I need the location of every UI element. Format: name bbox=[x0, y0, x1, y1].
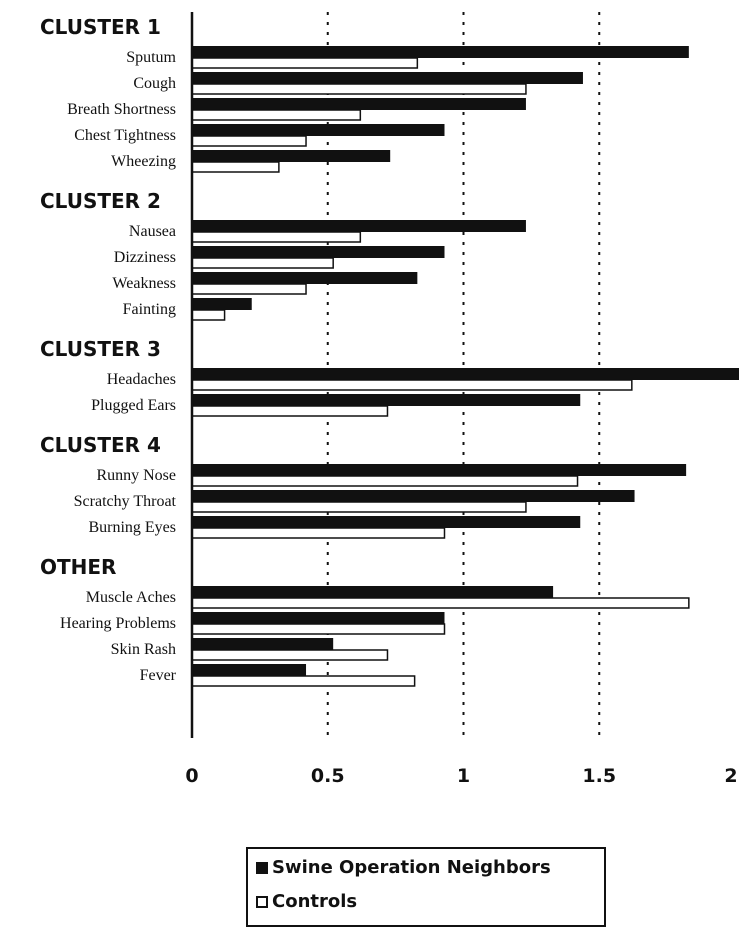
legend-swatch-controls bbox=[256, 895, 268, 908]
bar-swine-neighbors bbox=[192, 638, 334, 650]
cluster-heading: OTHER bbox=[40, 555, 116, 579]
x-tick-label: 1.5 bbox=[582, 765, 616, 787]
bar-swine-neighbors bbox=[192, 246, 445, 258]
cluster-heading: CLUSTER 2 bbox=[40, 189, 161, 213]
legend-label-controls: Controls bbox=[272, 891, 358, 912]
bar-swine-neighbors bbox=[192, 220, 526, 232]
category-label: Nausea bbox=[129, 223, 176, 240]
x-tick-label: 2 bbox=[724, 765, 737, 787]
bar-swine-neighbors bbox=[192, 46, 689, 58]
category-label: Runny Nose bbox=[96, 467, 176, 484]
bar-swine-neighbors bbox=[192, 394, 581, 406]
category-label: Scratchy Throat bbox=[74, 493, 177, 510]
bar-swine-neighbors bbox=[192, 298, 252, 310]
bar-controls bbox=[191, 649, 389, 661]
category-label: Hearing Problems bbox=[60, 615, 176, 632]
category-label: Fainting bbox=[123, 301, 176, 318]
bar-controls bbox=[191, 675, 416, 687]
bar-controls bbox=[191, 405, 389, 417]
bar-swine-neighbors bbox=[192, 272, 418, 284]
category-label: Wheezing bbox=[111, 153, 176, 170]
bar-swine-neighbors bbox=[192, 490, 635, 502]
bar-controls bbox=[191, 623, 446, 635]
bar-swine-neighbors bbox=[192, 98, 526, 110]
bar-swine-neighbors bbox=[192, 516, 581, 528]
cluster-heading: CLUSTER 4 bbox=[40, 433, 161, 457]
x-tick-label: 0.5 bbox=[311, 765, 345, 787]
bar-controls bbox=[191, 283, 307, 295]
bar-swine-neighbors bbox=[192, 368, 739, 380]
category-label: Weakness bbox=[112, 275, 176, 292]
bar-swine-neighbors bbox=[192, 586, 554, 598]
cluster-heading: CLUSTER 3 bbox=[40, 337, 161, 361]
bar-controls bbox=[191, 309, 226, 321]
bar-controls bbox=[191, 57, 419, 69]
bar-swine-neighbors bbox=[192, 612, 445, 624]
bar-controls bbox=[191, 527, 446, 539]
category-label: Chest Tightness bbox=[74, 127, 176, 144]
bar-controls bbox=[191, 161, 280, 173]
bar-controls bbox=[191, 83, 527, 95]
x-tick-label: 1 bbox=[457, 765, 470, 787]
category-label: Skin Rash bbox=[111, 641, 176, 658]
bar-swine-neighbors bbox=[192, 124, 445, 136]
bar-controls bbox=[191, 257, 334, 269]
legend-label-swine: Swine Operation Neighbors bbox=[272, 857, 551, 878]
category-label: Fever bbox=[140, 667, 177, 684]
bar-controls bbox=[191, 135, 307, 147]
bar-controls bbox=[191, 597, 690, 609]
category-label: Plugged Ears bbox=[91, 397, 176, 414]
category-label: Breath Shortness bbox=[67, 101, 176, 118]
category-label: Headaches bbox=[107, 371, 176, 388]
bar-swine-neighbors bbox=[192, 664, 307, 676]
legend-swatch-swine bbox=[256, 861, 268, 874]
bar-controls bbox=[191, 501, 527, 513]
category-label: Muscle Aches bbox=[86, 589, 176, 606]
x-tick-label: 0 bbox=[185, 765, 198, 787]
legend: Swine Operation Neighbors Controls bbox=[246, 847, 606, 927]
bar-swine-neighbors bbox=[192, 72, 583, 84]
bar-controls bbox=[191, 475, 579, 487]
legend-item-controls: Controls bbox=[256, 891, 357, 912]
bar-swine-neighbors bbox=[192, 150, 391, 162]
bar-controls bbox=[191, 109, 362, 121]
category-label: Dizziness bbox=[114, 249, 176, 266]
category-label: Sputum bbox=[126, 49, 176, 66]
category-label: Cough bbox=[133, 75, 176, 92]
bar-swine-neighbors bbox=[192, 464, 687, 476]
cluster-heading: CLUSTER 1 bbox=[40, 15, 161, 39]
bar-controls bbox=[191, 379, 633, 391]
legend-item-swine: Swine Operation Neighbors bbox=[256, 857, 551, 878]
bar-controls bbox=[191, 231, 362, 243]
category-label: Burning Eyes bbox=[88, 519, 176, 536]
